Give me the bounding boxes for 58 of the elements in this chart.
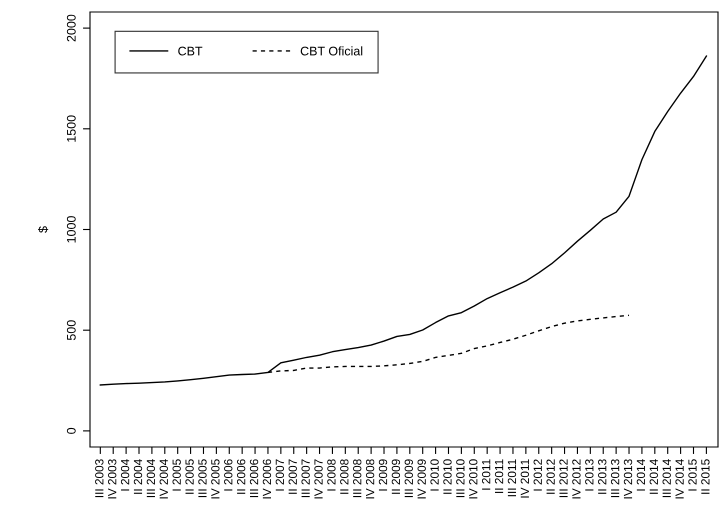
x-tick-label: I 2015 — [688, 459, 697, 491]
x-tick-label: I 2006 — [224, 459, 232, 491]
x-tick-label: IV 2014 — [675, 459, 684, 498]
x-tick-label: IV 2008 — [366, 459, 374, 498]
x-tick-label: IV 2009 — [418, 459, 426, 498]
x-tick-label: I 2013 — [585, 459, 594, 491]
x-tick-label: I 2008 — [327, 459, 336, 491]
x-tick-label: II 2013 — [598, 459, 606, 494]
y-tick-label: 0 — [66, 428, 76, 434]
x-tick-label: IV 2006 — [262, 459, 272, 498]
y-tick-label: 500 — [66, 320, 76, 340]
x-tick-label: IV 2007 — [314, 459, 323, 498]
x-tick-label: I 2011 — [482, 459, 490, 490]
legend-label: CBT Oficial — [300, 46, 362, 56]
x-tick-label: II 2015 — [701, 459, 710, 494]
x-tick-label: IV 2005 — [211, 459, 220, 498]
x-tick-label: II 2012 — [546, 459, 555, 494]
x-tick-label: I 2009 — [378, 459, 388, 491]
x-tick-label: IV 2010 — [469, 459, 478, 498]
x-tick-label: IV 2013 — [624, 459, 632, 498]
x-tick-label: II 2011 — [494, 459, 504, 493]
x-tick-label: I 2004 — [120, 459, 130, 491]
x-tick-label: III 2008 — [353, 459, 362, 498]
x-tick-label: II 2008 — [340, 459, 348, 494]
x-tick-label: II 2006 — [236, 459, 246, 494]
x-tick-label: III 2007 — [301, 459, 310, 498]
x-tick-label: III 2012 — [559, 459, 568, 498]
x-tick-label: II 2004 — [134, 459, 142, 494]
x-tick-label: II 2009 — [392, 459, 400, 494]
x-tick-label: III 2004 — [146, 459, 156, 498]
x-tick-label: IV 2012 — [572, 459, 581, 498]
x-tick-label: IV 2011 — [520, 459, 530, 498]
y-tick-label: 1000 — [66, 216, 76, 242]
x-tick-label: I 2014 — [636, 459, 646, 491]
x-tick-label: IV 2003 — [108, 459, 116, 498]
y-tick-label: 2000 — [66, 14, 76, 42]
x-tick-label: III 2013 — [610, 459, 620, 498]
x-tick-label: II 2007 — [288, 459, 297, 494]
x-tick-label: IV 2004 — [160, 459, 168, 498]
x-tick-label: I 2007 — [276, 459, 284, 491]
y-axis-title: $ — [38, 226, 48, 233]
line-series — [267, 314, 630, 374]
x-tick-label: III 2011 — [508, 459, 516, 496]
line-series — [100, 55, 708, 386]
x-tick-label: II 2010 — [443, 459, 452, 494]
x-tick-label: I 2012 — [534, 459, 542, 491]
y-tick-label: 1500 — [66, 115, 76, 142]
x-tick-label: III 2010 — [456, 459, 465, 498]
legend-label: CBT — [178, 46, 202, 56]
x-tick-label: I 2010 — [430, 459, 439, 491]
x-tick-label: I 2005 — [172, 459, 181, 491]
x-tick-label: III 2009 — [404, 459, 413, 498]
x-tick-label: II 2005 — [185, 459, 194, 494]
x-tick-label: III 2003 — [95, 459, 104, 498]
x-tick-label: III 2014 — [662, 459, 671, 498]
x-tick-label: III 2006 — [250, 459, 258, 498]
x-tick-label: III 2005 — [198, 459, 207, 498]
x-tick-label: II 2014 — [650, 459, 658, 494]
